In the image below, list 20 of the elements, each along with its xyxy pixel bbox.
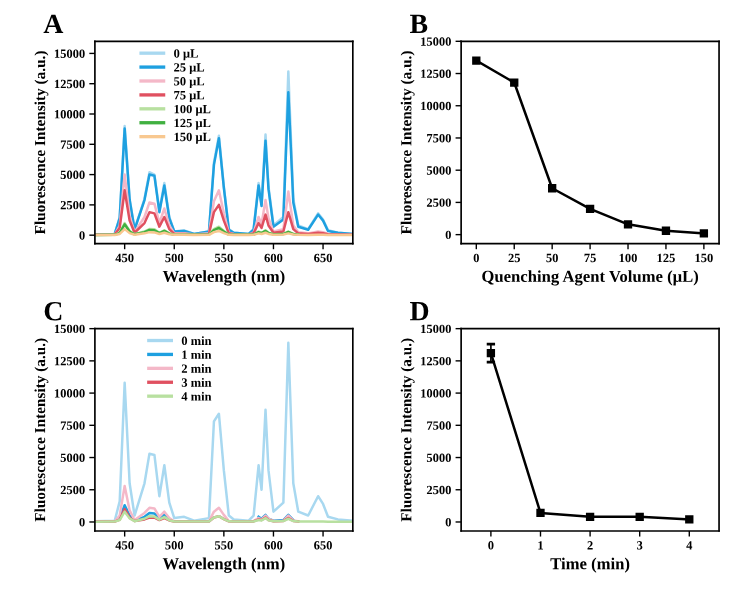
point [536, 508, 545, 518]
x-axis-title: Wavelength (nm) [162, 557, 285, 573]
chart-title: B [410, 14, 428, 34]
point [585, 512, 595, 521]
chart-title: C [44, 301, 62, 321]
point [472, 56, 481, 65]
point [685, 515, 694, 524]
point [585, 204, 595, 214]
point [661, 226, 671, 235]
chart-title: A [43, 14, 64, 33]
point [623, 220, 633, 229]
point [635, 512, 644, 521]
x-axis-title: Time (min) [550, 557, 630, 573]
line-series [94, 189, 353, 237]
x-axis-title: Wavelength (nm) [162, 270, 285, 286]
point [699, 229, 709, 238]
point [510, 78, 519, 87]
point [548, 184, 557, 193]
chart-title: D [410, 302, 429, 321]
x-axis-title: Quenching Agent Volume (μL) [482, 270, 699, 286]
